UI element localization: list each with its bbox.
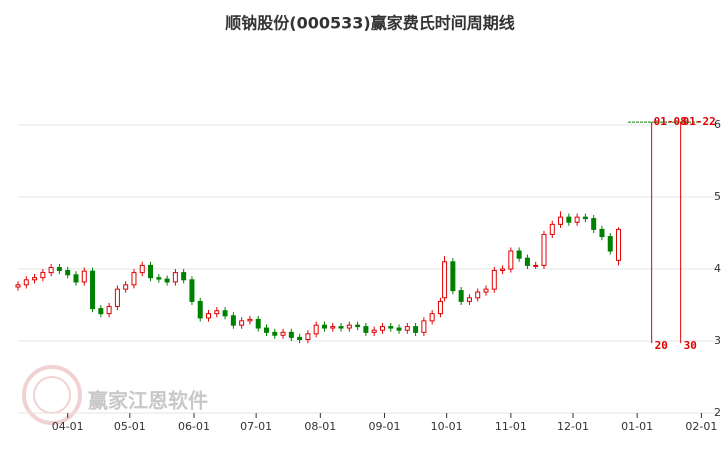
candle-body xyxy=(466,297,472,302)
x-tick-label: 06-01 xyxy=(178,420,210,433)
candle-body xyxy=(263,327,269,333)
candle-body xyxy=(272,331,278,336)
candle-body xyxy=(40,272,46,279)
candle-body xyxy=(500,268,506,271)
candle-body xyxy=(106,305,112,315)
candle-body xyxy=(582,216,588,220)
x-tick-label: 01-01 xyxy=(621,420,653,433)
y-tick-label: 2 xyxy=(714,406,721,419)
candle-body xyxy=(346,324,352,329)
candle-body xyxy=(81,270,87,283)
cycle-date-label: 01-22 xyxy=(683,115,716,128)
x-tick-label: 08-01 xyxy=(304,420,336,433)
candle-body xyxy=(516,250,522,259)
candle-body xyxy=(230,315,236,326)
candle-body xyxy=(558,216,564,225)
candle-body xyxy=(421,320,427,333)
candle-body xyxy=(280,331,286,336)
candle-body xyxy=(396,327,402,331)
candle-body xyxy=(214,310,220,315)
x-tick-label: 05-01 xyxy=(114,420,146,433)
candle-body xyxy=(475,291,481,299)
candle-body xyxy=(524,257,530,266)
candle-body xyxy=(65,269,71,276)
candle-body xyxy=(591,218,597,230)
watermark-logo xyxy=(22,365,82,425)
candle-body xyxy=(491,269,497,290)
candle-body xyxy=(549,223,555,235)
candle-body xyxy=(32,277,38,281)
candle-body xyxy=(305,333,311,341)
candle-body xyxy=(172,272,178,283)
y-tick-label: 4 xyxy=(714,262,721,275)
candle-body xyxy=(222,310,228,317)
candle-body xyxy=(206,313,212,319)
candle-body xyxy=(607,236,613,252)
candle-body xyxy=(355,324,361,328)
candle-body xyxy=(114,288,120,307)
candle-body xyxy=(321,324,327,329)
candle-body xyxy=(156,277,162,280)
candle-body xyxy=(247,318,253,322)
candle-body xyxy=(15,284,21,288)
candle-body xyxy=(404,326,410,331)
candle-body xyxy=(181,272,187,281)
y-tick-label: 3 xyxy=(714,334,721,347)
candle-body xyxy=(56,267,62,271)
candle-body xyxy=(599,228,605,238)
candle-body xyxy=(450,261,456,292)
candle-body xyxy=(616,228,622,261)
candle-body xyxy=(123,284,129,290)
x-tick-label: 02-01 xyxy=(685,420,717,433)
cycle-count-label: 20 xyxy=(655,339,668,352)
candle-body xyxy=(313,324,319,335)
candle-body xyxy=(458,290,464,302)
candle-body xyxy=(189,279,195,302)
candle-body xyxy=(388,326,394,329)
candle-body xyxy=(379,326,385,331)
watermark: 赢家江恩软件 xyxy=(88,389,208,413)
cycle-count-label: 30 xyxy=(684,339,697,352)
candle-body xyxy=(48,267,54,274)
candle-body xyxy=(574,216,580,223)
x-tick-label: 09-01 xyxy=(369,420,401,433)
y-tick-label: 5 xyxy=(714,190,721,203)
x-tick-label: 10-01 xyxy=(431,420,463,433)
candle-body xyxy=(255,318,261,329)
candle-body xyxy=(288,331,294,338)
candle-body xyxy=(131,272,137,286)
x-tick-label: 11-01 xyxy=(495,420,527,433)
candle-body xyxy=(90,270,96,310)
candle-body xyxy=(533,264,539,267)
candle-body xyxy=(197,300,203,319)
candle-body xyxy=(73,274,79,283)
candle-body xyxy=(139,264,145,274)
candle-body xyxy=(437,300,443,315)
x-tick-label: 04-01 xyxy=(52,420,84,433)
candle-body xyxy=(239,320,245,326)
candle-body xyxy=(164,278,170,283)
candle-body xyxy=(371,329,377,333)
candle-body xyxy=(508,250,514,270)
chart-title: 顺钠股份(000533)赢家费氏时间周期线 xyxy=(225,14,514,33)
candle-body xyxy=(413,326,419,333)
candle-body xyxy=(429,313,435,322)
candle-body xyxy=(148,264,154,279)
candle-body xyxy=(363,326,369,333)
candle-body xyxy=(330,326,336,329)
y-tick-label: 6 xyxy=(714,118,721,131)
cycle-date-label: 01-08 xyxy=(654,115,687,128)
x-tick-label: 12-01 xyxy=(557,420,589,433)
candle-body xyxy=(297,336,303,341)
x-tick-label: 07-01 xyxy=(240,420,272,433)
candle-body xyxy=(23,279,29,286)
candle-body xyxy=(483,288,489,293)
candle-body xyxy=(98,308,104,315)
candle-body xyxy=(338,326,344,329)
candle-body xyxy=(541,233,547,266)
candle-body xyxy=(442,261,448,299)
candle-body xyxy=(566,216,572,223)
